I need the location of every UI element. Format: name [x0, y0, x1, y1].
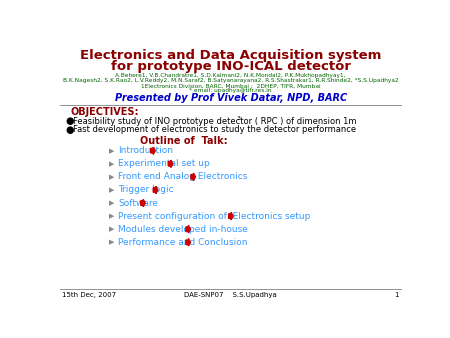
Text: ▶: ▶	[109, 174, 114, 180]
Text: ▶: ▶	[109, 226, 114, 232]
Text: ▶: ▶	[109, 161, 114, 167]
Text: ▶: ▶	[109, 148, 114, 154]
Text: 3: 3	[236, 116, 240, 121]
Text: ▶: ▶	[109, 239, 114, 245]
Text: Performance and Conclusion: Performance and Conclusion	[118, 238, 248, 247]
Text: Presented by Prof Vivek Datar, NPD, BARC: Presented by Prof Vivek Datar, NPD, BARC	[115, 93, 346, 103]
Polygon shape	[151, 147, 155, 154]
Text: ●: ●	[66, 125, 74, 135]
Text: Feasibility study of INO prototype detector ( RPC ) of dimension 1m: Feasibility study of INO prototype detec…	[73, 117, 357, 126]
Text: A.Behere1, V.B.Chandratre1, S.D.Kalmani2, N.K.Mondal2, P.K.Mukhopadhyay1,: A.Behere1, V.B.Chandratre1, S.D.Kalmani2…	[115, 73, 346, 78]
Polygon shape	[153, 186, 158, 194]
Polygon shape	[186, 225, 190, 233]
Polygon shape	[191, 173, 196, 180]
Text: Software: Software	[118, 198, 158, 208]
Text: Trigger logic: Trigger logic	[118, 186, 174, 194]
Text: 1: 1	[394, 292, 399, 298]
Text: Fast development of electronics to study the detector performance: Fast development of electronics to study…	[73, 125, 356, 135]
Polygon shape	[186, 239, 190, 246]
Text: ▶: ▶	[109, 213, 114, 219]
Text: ●: ●	[66, 116, 74, 126]
Text: OBJECTIVES:: OBJECTIVES:	[70, 107, 139, 117]
Text: Introduction: Introduction	[118, 146, 173, 155]
Polygon shape	[229, 212, 233, 220]
Text: Present configuration of  Electronics setup: Present configuration of Electronics set…	[118, 212, 310, 221]
Text: for prototype INO-ICAL detector: for prototype INO-ICAL detector	[111, 60, 351, 73]
Polygon shape	[168, 160, 173, 167]
Text: ▶: ▶	[109, 200, 114, 206]
Text: Front end Analog Electronics: Front end Analog Electronics	[118, 172, 248, 182]
Text: 15th Dec, 2007: 15th Dec, 2007	[63, 292, 117, 298]
Text: Experimental set up: Experimental set up	[118, 159, 210, 168]
Polygon shape	[141, 199, 145, 207]
Text: Modules developed in-house: Modules developed in-house	[118, 225, 248, 234]
Text: B.K.Nagesh2, S.K.Rao2, L.V.Reddy2, M.N.Saraf2, B.Satyanarayana2, R.S.Shastrakar1: B.K.Nagesh2, S.K.Rao2, L.V.Reddy2, M.N.S…	[63, 78, 399, 83]
Text: ▶: ▶	[109, 187, 114, 193]
Text: * email: upadhya@tifr.res.in: * email: upadhya@tifr.res.in	[189, 88, 272, 93]
Text: DAE-SNP07    S.S.Upadhya: DAE-SNP07 S.S.Upadhya	[184, 292, 277, 298]
Text: 1Electronics Division, BARC, Mumbai ;  2DHEP, TIFR, Mumbai: 1Electronics Division, BARC, Mumbai ; 2D…	[141, 83, 320, 89]
Text: Electronics and Data Acquisition system: Electronics and Data Acquisition system	[80, 49, 381, 63]
Text: Outline of  Talk:: Outline of Talk:	[140, 136, 228, 146]
